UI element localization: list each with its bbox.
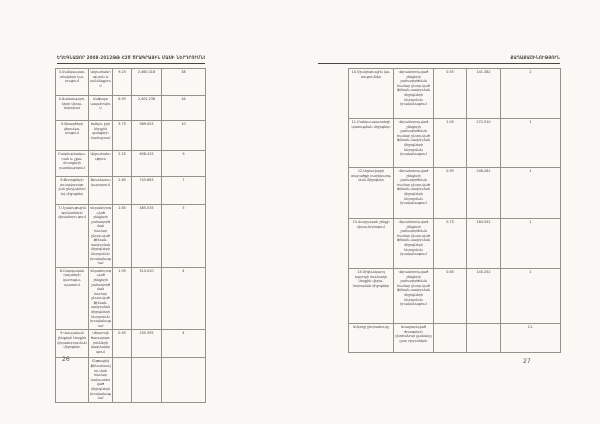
table-row: 14.Միջնակարգ դպրոցի մասնակի ներքին վերա-… <box>348 268 561 324</box>
sphere-cell: Խմելու ջրի ներքին ցանցերի համալրում <box>88 120 113 151</box>
sphere-cell: Ասֆալտ ապահովում <box>88 95 113 121</box>
sphere-cell: Աղբահանութ-յուն և սանմաքրում <box>88 68 113 96</box>
table-row: 12.Աղբավայրի տարածքի բարեկարգ-ման միջոցն… <box>348 167 561 219</box>
right-page-running-header: ՔԱՂԱՔԱՇԻՆՈՒԹՅՈՒՆ <box>318 55 560 64</box>
percent-cell: 2.25 <box>112 150 132 177</box>
count-cell: 4 <box>161 266 206 331</box>
program-cell: 4.Ճանապարհ-ների վերա-նորոգում <box>55 95 89 121</box>
amount-cell: 184.552 <box>466 218 501 269</box>
count-cell: 38 <box>161 68 206 96</box>
program-cell: 12.Աղբավայրի տարածքի բարեկարգ-ման միջոցն… <box>348 167 394 219</box>
sphere-cell: Վերանորոգ-ված շենքերի շահագործման համար … <box>393 118 434 168</box>
sphere-cell: Վերանորոգ-ված շենքերի շահագործման համար … <box>393 268 434 324</box>
table-row: Ամբողջ ընդհանուրը Առաջարկված ծրագրերի ըն… <box>348 323 561 353</box>
count-cell: 7 <box>161 176 206 205</box>
percent-cell: 0.55 <box>433 68 467 119</box>
count-cell: 10 <box>161 120 206 151</box>
percent-cell: 1.65 <box>112 204 132 268</box>
program-cell: 7.Մշակութային օբյեկտների վերանորո-գում <box>55 204 89 268</box>
program-cell: 5.Ջրագծերի վերակա-ռուցում <box>55 120 89 151</box>
table-row: 4.Ճանապարհ-ների վերա-նորոգում Ասֆալտ ապա… <box>55 95 206 121</box>
amount-cell: 248.281 <box>466 167 501 219</box>
amount-cell: 141.382 <box>466 68 501 119</box>
table-row: 7.Մշակութային օբյեկտների վերանորո-գում Վ… <box>55 204 206 268</box>
sphere-cell: Վերանորոգ-ված շենքերի շահագործման համար … <box>393 68 434 119</box>
program-cell: Բազմաբնակա-րան և շքա-մուտքերի բարեկարգու… <box>55 150 89 177</box>
sphere-cell: Վերանորոգ-ված շենքերի շահագործման համար … <box>88 204 113 268</box>
table-row: 10.Մշակութ-ային կա-ռուցումներ Վերանորոգ-… <box>348 68 561 119</box>
left-page-table: 3.Մանկապար-տեզների կա-ռուցում Աղբահանութ… <box>55 68 206 403</box>
percent-cell: 2.65 <box>112 176 132 205</box>
table-row: Ընթացիկ ֆինանսավոր-ման համար նախատեսված … <box>55 357 206 403</box>
count-cell: 1 <box>500 268 561 324</box>
count-cell: 5 <box>161 204 206 268</box>
amount-cell: 140.252 <box>466 268 501 324</box>
count-cell: 21. <box>500 323 561 353</box>
count-cell: 9 <box>161 150 206 177</box>
table-row: 9.Վարչական շենքերի ներքին վերանորոգ-ման … <box>55 329 206 359</box>
program-cell: 13.Վարչական շենքի վերա-նորոգում <box>348 218 394 269</box>
amount-cell: 272.910 <box>466 118 501 168</box>
table-row: Բազմաբնակա-րան և շքա-մուտքերի բարեկարգու… <box>55 150 206 177</box>
amount-cell: 235.395 <box>131 329 162 359</box>
left-page-number: 26 <box>62 356 70 363</box>
program-cell: 8.Մարզական դաշտերի կառուցա-պատում <box>55 266 89 331</box>
sphere-cell: Վերանորոգ-ված շենքերի շահագործման համար … <box>393 167 434 219</box>
left-page-running-header: ԵՂԵԳՆԱՁՈՐ 2008-2012ԹԹ ՀԶԾ ԾՐԱԳՐԱՅԻՆ ՄԱՍԻ… <box>57 55 205 64</box>
percent-cell: 6.95 <box>112 95 132 121</box>
table-row: 13.Վարչական շենքի վերա-նորոգում Վերանորո… <box>348 218 561 269</box>
sphere-cell: Առաջարկված ծրագրերի ընդհանուր քանակը ըստ… <box>393 323 434 353</box>
table-row: 6.Փողոցների լուսավորութ-յան ընդլայնում Ե… <box>55 176 206 205</box>
percent-cell <box>112 357 132 403</box>
count-cell: 4 <box>161 329 206 359</box>
amount-cell: 2,460.318 <box>131 68 162 96</box>
count-cell: 34 <box>161 95 206 121</box>
sphere-cell: Աղբահանություն <box>88 150 113 177</box>
sphere-cell: Վերանորոգ-ված շենքերի շահագործման համար … <box>88 266 113 331</box>
percent-cell: 0.75 <box>433 218 467 269</box>
percent-cell: 1.05 <box>433 118 467 168</box>
program-cell: Ամբողջ ընդհանուրը <box>348 323 394 353</box>
table-row: 5.Ջրագծերի վերակա-ռուցում Խմելու ջրի ներ… <box>55 120 206 151</box>
program-cell: 11.Մանկա-պարտեզի կառուցման միջոցներ <box>348 118 394 168</box>
amount-cell <box>466 323 501 353</box>
amount-cell: 2,402.238 <box>131 95 162 121</box>
sphere-cell: Ընթացիկ ֆինանսավոր-ման համար նախատեսված … <box>88 357 113 403</box>
table-row: 3.Մանկապար-տեզների կա-ռուցում Աղբահանութ… <box>55 68 206 96</box>
right-page-table: 10.Մշակութ-ային կա-ռուցումներ Վերանորոգ-… <box>348 68 561 353</box>
sphere-cell: Վճարովի ծառայութ-յունների կազմակերպում <box>88 329 113 359</box>
amount-cell: 608.415 <box>131 150 162 177</box>
percent-cell: 9.25 <box>112 68 132 96</box>
percent-cell: 0.65 <box>433 268 467 324</box>
program-cell: 6.Փողոցների լուսավորութ-յան ընդլայնում Ե… <box>55 176 89 205</box>
program-cell: 3.Մանկապար-տեզների կա-ռուցում <box>55 68 89 96</box>
amount-cell: 485.035 <box>131 204 162 268</box>
amount-cell: 989.003 <box>131 120 162 151</box>
table-row: 8.Մարզական դաշտերի կառուցա-պատում Վերանո… <box>55 266 206 331</box>
count-cell: 1 <box>500 167 561 219</box>
program-cell: 9.Վարչական շենքերի ներքին վերանորոգ-ման … <box>55 329 89 359</box>
program-cell <box>55 357 89 403</box>
program-cell: 14.Միջնակարգ դպրոցի մասնակի ներքին վերա-… <box>348 268 394 324</box>
sphere-cell: Ջրամատակարարում <box>88 176 113 205</box>
amount-cell: 514.020 <box>131 266 162 331</box>
amount-cell: 745.863 <box>131 176 162 205</box>
table-row: 11.Մանկա-պարտեզի կառուցման միջոցներ Վերա… <box>348 118 561 168</box>
percent-cell: 0.95 <box>433 167 467 219</box>
percent-cell <box>433 323 467 353</box>
percent-cell: 3.75 <box>112 120 132 151</box>
amount-cell <box>131 357 162 403</box>
sphere-cell: Վերանորոգ-ված շենքերի շահագործման համար … <box>393 218 434 269</box>
count-cell <box>161 357 206 403</box>
percent-cell: 0.95 <box>112 329 132 359</box>
count-cell: 1 <box>500 118 561 168</box>
count-cell: 1 <box>500 218 561 269</box>
count-cell: 2 <box>500 68 561 119</box>
percent-cell: 1.95 <box>112 266 132 331</box>
program-cell: 10.Մշակութ-ային կա-ռուցումներ <box>348 68 394 119</box>
right-page-number: 27 <box>523 358 531 365</box>
